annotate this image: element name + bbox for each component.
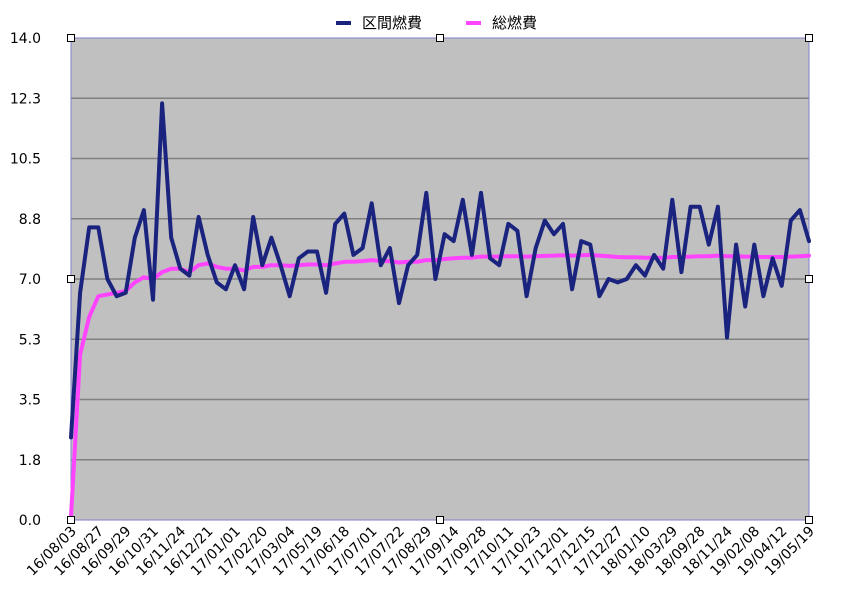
legend: 区間燃費 総燃費: [336, 14, 537, 32]
selection-handle[interactable]: [67, 34, 75, 42]
series-line-segment: [69, 101, 811, 440]
selection-handle[interactable]: [436, 34, 444, 42]
selection-handle[interactable]: [67, 516, 75, 524]
y-tick-label: 8.8: [19, 212, 41, 228]
y-tick-label: 12.3: [10, 91, 41, 107]
selection-handle[interactable]: [805, 516, 813, 524]
selection-handles[interactable]: [67, 34, 813, 524]
y-tick-label: 14.0: [10, 31, 41, 47]
legend-label-segment: 区間燃費: [362, 14, 422, 32]
y-tick-label: 0.0: [19, 513, 41, 529]
x-axis-tick-labels: 16/08/0316/08/2716/09/2916/10/3116/11/24…: [24, 523, 818, 579]
selection-handle[interactable]: [805, 275, 813, 283]
y-axis-tick-labels: 0.0 1.8 3.5 5.3 7.0 8.8 10.5 12.3 14.0: [10, 31, 41, 529]
y-tick-label: 3.5: [19, 393, 41, 409]
y-tick-label: 1.8: [19, 453, 41, 469]
selection-handle[interactable]: [67, 275, 75, 283]
legend-label-total: 総燃費: [492, 14, 537, 32]
y-tick-label: 7.0: [19, 272, 41, 288]
y-tick-label: 5.3: [19, 332, 41, 348]
selection-handle[interactable]: [436, 516, 444, 524]
selection-handle[interactable]: [805, 34, 813, 42]
y-tick-label: 10.5: [10, 152, 41, 168]
series-lines: [69, 101, 811, 519]
